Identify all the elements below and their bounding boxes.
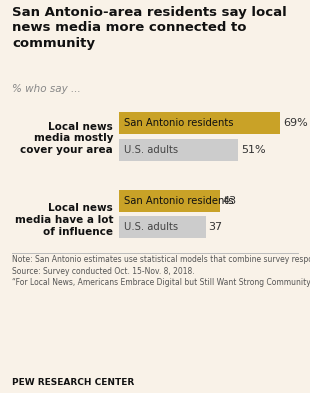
Text: Local news
media mostly
cover your area: Local news media mostly cover your area [20, 122, 113, 155]
Text: U.S. adults: U.S. adults [124, 222, 178, 232]
Text: % who say ...: % who say ... [12, 84, 81, 94]
Bar [119, 190, 220, 213]
Bar [119, 139, 238, 161]
Text: U.S. adults: U.S. adults [124, 145, 178, 155]
Text: 69%: 69% [283, 118, 308, 128]
Text: 37: 37 [209, 222, 223, 232]
Text: Local news
media have a lot
of influence: Local news media have a lot of influence [15, 204, 113, 237]
Bar [119, 112, 281, 134]
Text: 51%: 51% [241, 145, 266, 155]
Text: San Antonio residents: San Antonio residents [124, 118, 233, 128]
Text: San Antonio residents: San Antonio residents [124, 196, 233, 206]
Text: PEW RESEARCH CENTER: PEW RESEARCH CENTER [12, 378, 135, 387]
Bar [119, 216, 206, 239]
Text: 43: 43 [223, 196, 237, 206]
Text: Note: San Antonio estimates use statistical models that combine survey responses: Note: San Antonio estimates use statisti… [12, 255, 310, 286]
Text: San Antonio-area residents say local
news media more connected to
community: San Antonio-area residents say local new… [12, 6, 287, 50]
